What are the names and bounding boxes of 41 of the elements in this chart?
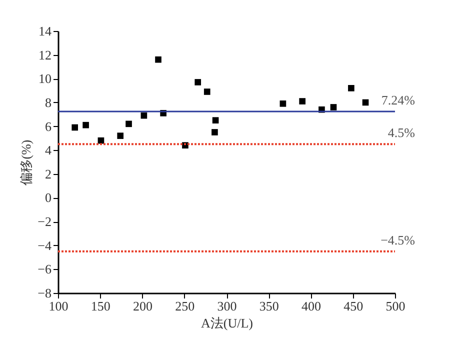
ref-line-label: 4.5% <box>388 125 416 140</box>
point <box>126 120 132 128</box>
point <box>194 79 202 86</box>
x-tick-label: 300 <box>217 298 237 314</box>
y-tick-label: 2 <box>45 166 52 182</box>
point <box>330 104 337 110</box>
x-tick-label: 100 <box>48 298 68 314</box>
ref-line-label: 7.24% <box>381 92 416 108</box>
y-tick-label: 10 <box>38 71 52 86</box>
x-tick-label: 500 <box>386 298 406 314</box>
point <box>299 98 306 104</box>
y-tick-label: 8 <box>45 94 52 110</box>
x-axis-title: A法(U/L) <box>201 316 253 330</box>
point <box>280 100 286 107</box>
y-axis-title: 偏移(%) <box>18 140 34 186</box>
point <box>140 112 148 119</box>
point <box>212 129 218 136</box>
point <box>212 117 219 124</box>
x-tick-label: 450 <box>344 298 364 314</box>
x-tick-label: 200 <box>133 298 152 314</box>
x-tick-label: 250 <box>175 298 195 314</box>
point <box>204 88 210 95</box>
y-tick-label: 14 <box>38 24 52 38</box>
point <box>72 124 78 131</box>
point <box>348 85 354 92</box>
y-tick-label: 6 <box>45 118 52 134</box>
y-tick-label: −8 <box>38 286 52 300</box>
x-tick-label: 150 <box>90 298 110 314</box>
y-tick-label: 0 <box>45 190 52 206</box>
y-tick-label: −6 <box>38 262 52 277</box>
point <box>362 99 369 106</box>
x-tick-label: 400 <box>302 298 321 314</box>
x-tick-label: 350 <box>259 298 279 314</box>
y-tick-label: 12 <box>38 47 52 62</box>
ref-line-label: −4.5% <box>380 232 416 248</box>
point <box>82 122 89 128</box>
y-tick-label: −2 <box>38 214 52 230</box>
y-tick-label: −4 <box>38 238 52 253</box>
point <box>117 132 124 139</box>
y-tick-label: 4 <box>45 142 52 158</box>
point <box>155 56 162 63</box>
